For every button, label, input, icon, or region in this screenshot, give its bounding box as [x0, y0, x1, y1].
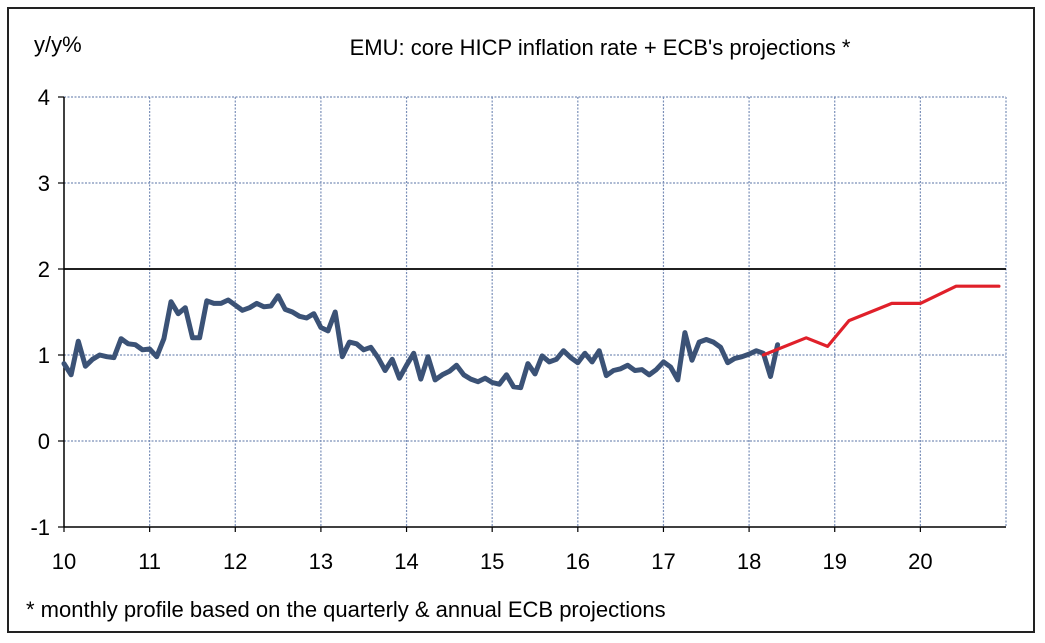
x-tick-label: 12 [223, 549, 247, 574]
x-tick-label: 17 [651, 549, 675, 574]
chart-frame [7, 7, 1035, 633]
x-tick-label: 14 [394, 549, 418, 574]
x-tick-label: 11 [138, 549, 161, 574]
y-tick-label: 1 [38, 343, 50, 368]
x-tick-label: 15 [480, 549, 504, 574]
y-axis-unit-label: y/y% [34, 32, 82, 57]
chart-title: EMU: core HICP inflation rate + ECB's pr… [350, 35, 851, 60]
axes [58, 96, 1006, 532]
x-tick-label: 10 [52, 549, 76, 574]
footnote: * monthly profile based on the quarterly… [26, 597, 666, 622]
y-tick-label: 0 [38, 429, 50, 454]
grid [64, 96, 1007, 527]
x-tick-label: 16 [566, 549, 590, 574]
x-tick-label: 13 [309, 549, 333, 574]
series-layer [61, 284, 1001, 391]
y-tick-label: -1 [30, 515, 50, 540]
y-tick-label: 4 [38, 85, 50, 110]
ecb-projection-series-line [761, 284, 1001, 357]
x-tick-label: 18 [737, 549, 761, 574]
x-tick-label: 19 [822, 549, 846, 574]
y-tick-label: 2 [38, 257, 50, 282]
y-tick-label: 3 [38, 171, 50, 196]
x-tick-label: 20 [908, 549, 932, 574]
core-hicp-series-line [61, 293, 781, 391]
